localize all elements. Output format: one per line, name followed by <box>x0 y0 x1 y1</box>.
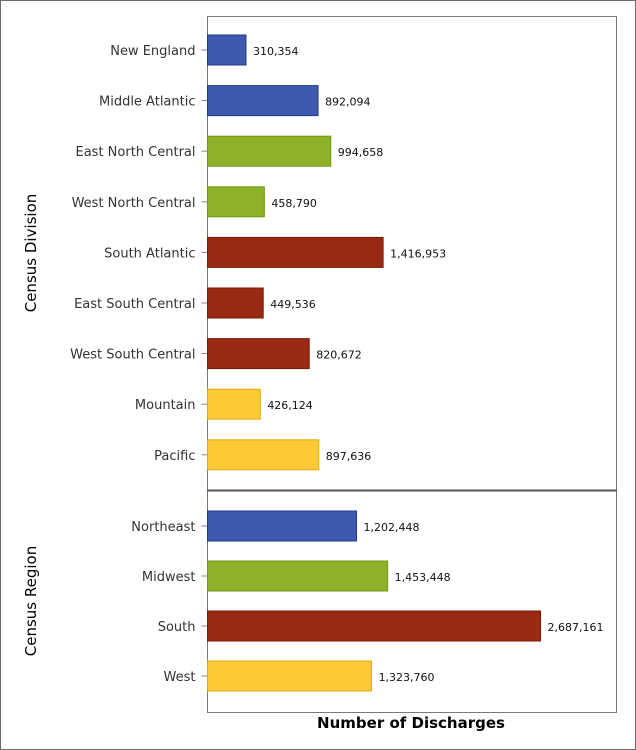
y-tick-label: South Atlantic <box>104 246 195 261</box>
bar-new-england <box>207 34 247 66</box>
y-tick-label: Pacific <box>154 449 195 464</box>
y-tick-label: New England <box>110 44 195 59</box>
y-tick-label: Northeast <box>131 520 195 535</box>
data-label: 820,672 <box>316 349 362 362</box>
y-tick-label: West South Central <box>70 348 195 363</box>
bar-midwest <box>207 560 389 592</box>
data-label: 1,416,953 <box>390 247 446 260</box>
data-label: 897,636 <box>326 450 372 463</box>
bar-mountain <box>207 388 261 420</box>
data-label: 426,124 <box>267 399 313 412</box>
y-tick-label: East South Central <box>74 297 195 312</box>
data-label: 310,354 <box>253 45 299 58</box>
y-tick-label: East North Central <box>75 145 195 160</box>
bar-west-south-central <box>207 338 310 370</box>
data-label: 1,323,760 <box>379 671 435 684</box>
data-label: 458,790 <box>271 197 317 210</box>
x-axis-title: Number of Discharges <box>317 714 505 732</box>
y-tick-label: Midwest <box>142 570 196 585</box>
y-tick-label: Mountain <box>135 398 196 413</box>
y-tick-label: West <box>164 670 196 685</box>
data-label: 1,453,448 <box>395 571 451 584</box>
bar-middle-atlantic <box>207 85 319 117</box>
bar-west-north-central <box>207 186 265 218</box>
bar-west <box>207 660 373 692</box>
y-tick-label: West North Central <box>72 196 196 211</box>
bar-northeast <box>207 510 358 542</box>
data-label: 892,094 <box>325 96 371 109</box>
data-label: 994,658 <box>338 146 384 159</box>
bar-south-atlantic <box>207 236 384 268</box>
bar-east-south-central <box>207 287 264 319</box>
data-label: 1,202,448 <box>364 521 420 534</box>
y-tick-label: Middle Atlantic <box>99 95 196 110</box>
bar-south <box>207 610 542 642</box>
data-label: 2,687,161 <box>548 621 604 634</box>
y-tick-label: South <box>158 620 196 635</box>
region-axis-title: Census Region <box>22 546 40 656</box>
division-axis-title: Census Division <box>22 194 40 313</box>
bar-east-north-central <box>207 135 332 167</box>
bar-pacific <box>207 439 320 471</box>
data-label: 449,536 <box>270 298 316 311</box>
